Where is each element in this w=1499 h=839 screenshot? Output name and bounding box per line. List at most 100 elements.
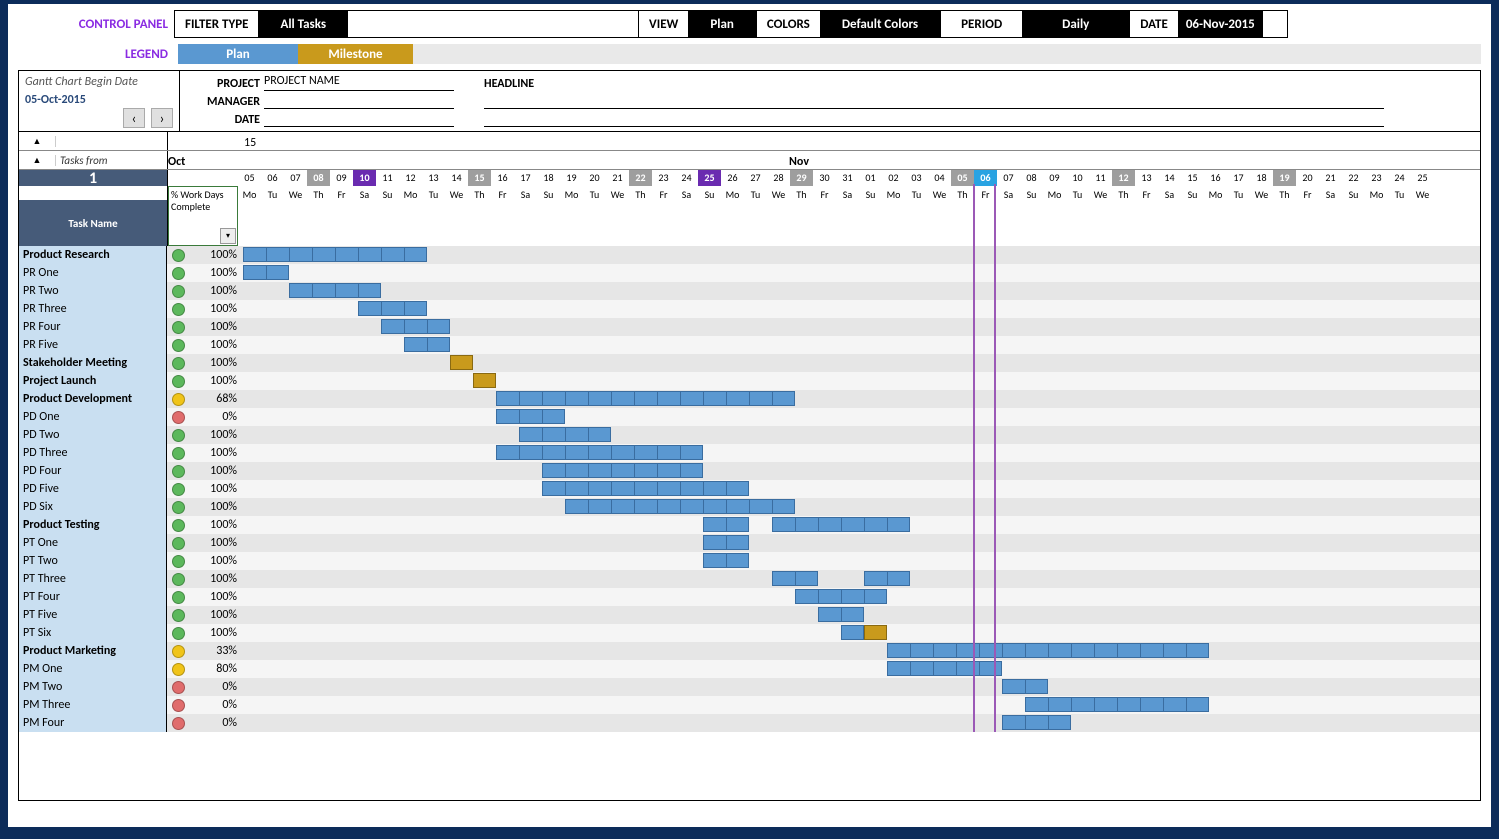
date-control[interactable]: DATE 06-Nov-2015: [1130, 10, 1287, 38]
date-header-cell: 11: [1089, 170, 1112, 186]
gantt-bar[interactable]: [496, 445, 703, 460]
task-name-cell[interactable]: Project Launch: [19, 372, 167, 390]
gantt-bar[interactable]: [243, 265, 289, 280]
colors-control[interactable]: COLORS Default Colors: [757, 10, 941, 38]
gantt-bar[interactable]: [243, 247, 427, 262]
metadate-value[interactable]: [264, 110, 454, 127]
headline-value-1[interactable]: [484, 92, 1384, 109]
dow-header-cell: Mo: [882, 186, 905, 216]
gantt-bar[interactable]: [795, 589, 887, 604]
gantt-bar[interactable]: [818, 607, 864, 622]
status-dot-icon: [172, 627, 185, 640]
dow-header-cell: Tu: [1227, 186, 1250, 216]
task-name-cell[interactable]: PT Four: [19, 588, 167, 606]
gantt-bar[interactable]: [772, 517, 910, 532]
gantt-bar[interactable]: [542, 463, 703, 478]
view-label: VIEW: [639, 11, 688, 37]
begin-date-label: Gantt Chart Begin Date: [25, 75, 173, 89]
gantt-bar[interactable]: [1025, 697, 1209, 712]
task-name-cell[interactable]: PR Four: [19, 318, 167, 336]
gantt-bar[interactable]: [887, 661, 1002, 676]
task-name-cell[interactable]: PD Six: [19, 498, 167, 516]
gantt-bar[interactable]: [864, 625, 887, 640]
gantt-bar[interactable]: [404, 337, 450, 352]
gantt-bar[interactable]: [887, 643, 1209, 658]
date-header-cell: 22: [1342, 170, 1365, 186]
gantt-bar[interactable]: [289, 283, 381, 298]
date-header-cell: 01: [859, 170, 882, 186]
task-name-cell[interactable]: PR One: [19, 264, 167, 282]
gantt-bar[interactable]: [358, 301, 427, 316]
view-control[interactable]: VIEW Plan: [639, 10, 757, 38]
gantt-bar[interactable]: [1002, 679, 1048, 694]
gantt-bar[interactable]: [703, 535, 749, 550]
filter-type-control[interactable]: FILTER TYPE All Tasks: [174, 10, 639, 38]
task-bar-area: [243, 246, 1480, 264]
gantt-bar[interactable]: [519, 427, 611, 442]
task-name-cell[interactable]: PT Six: [19, 624, 167, 642]
task-name-cell[interactable]: Product Research: [19, 246, 167, 264]
task-status-cell: [167, 696, 189, 714]
task-pct-cell: 100%: [189, 372, 243, 390]
task-name-cell[interactable]: PT Five: [19, 606, 167, 624]
manager-value[interactable]: [264, 92, 454, 109]
date-header-cell: 05: [238, 170, 261, 186]
collapse-up-button[interactable]: [19, 136, 56, 147]
task-pct-cell: 0%: [189, 678, 243, 696]
collapse-down-button[interactable]: [19, 155, 56, 166]
task-name-cell[interactable]: PR Five: [19, 336, 167, 354]
task-name-cell[interactable]: PR Two: [19, 282, 167, 300]
project-value[interactable]: PROJECT NAME: [264, 74, 454, 91]
gantt-bar[interactable]: [496, 409, 565, 424]
gantt-bar[interactable]: [565, 499, 795, 514]
pct-dropdown-icon[interactable]: ▾: [220, 228, 236, 244]
task-name-cell[interactable]: PM One: [19, 660, 167, 678]
task-name-cell[interactable]: PT One: [19, 534, 167, 552]
gantt-bar[interactable]: [542, 481, 749, 496]
period-control[interactable]: PERIOD Daily: [941, 10, 1130, 38]
task-name-cell[interactable]: PD Three: [19, 444, 167, 462]
task-name-cell[interactable]: PM Two: [19, 678, 167, 696]
task-pct-cell: 100%: [189, 300, 243, 318]
task-name-cell[interactable]: PR Three: [19, 300, 167, 318]
tasks-from-row: Tasks from OctNov: [19, 151, 1480, 170]
task-row: PR Two 100%: [19, 282, 1480, 300]
date-next-button[interactable]: ›: [151, 108, 173, 128]
task-row: Product Marketing 33%: [19, 642, 1480, 660]
task-row: PM Three 0%: [19, 696, 1480, 714]
task-name-cell[interactable]: PD Four: [19, 462, 167, 480]
status-dot-icon: [172, 645, 185, 658]
task-row: PT Five 100%: [19, 606, 1480, 624]
task-name-cell[interactable]: PM Four: [19, 714, 167, 732]
task-name-cell[interactable]: Product Development: [19, 390, 167, 408]
gantt-bar[interactable]: [864, 571, 910, 586]
gantt-bar[interactable]: [381, 319, 450, 334]
task-name-cell[interactable]: PD One: [19, 408, 167, 426]
task-name-cell[interactable]: PT Three: [19, 570, 167, 588]
meta-panel: Gantt Chart Begin Date 05-Oct-2015 ‹ › P…: [18, 70, 1481, 132]
task-name-cell[interactable]: Product Testing: [19, 516, 167, 534]
gantt-bar[interactable]: [703, 517, 749, 532]
dow-header-cell: We: [606, 186, 629, 216]
task-status-cell: [167, 714, 189, 732]
gantt-bar[interactable]: [772, 571, 818, 586]
task-name-cell[interactable]: PM Three: [19, 696, 167, 714]
date-prev-button[interactable]: ‹: [123, 108, 145, 128]
gantt-bar[interactable]: [473, 373, 496, 388]
view-value: Plan: [688, 11, 756, 37]
date-header-cell: 04: [928, 170, 951, 186]
task-name-cell[interactable]: PD Two: [19, 426, 167, 444]
gantt-bar[interactable]: [496, 391, 795, 406]
gantt-bar[interactable]: [450, 355, 473, 370]
gantt-bar[interactable]: [1002, 715, 1071, 730]
headline-value-2[interactable]: [484, 110, 1384, 127]
status-dot-icon: [172, 555, 185, 568]
gantt-bar[interactable]: [703, 553, 749, 568]
gantt-bar[interactable]: [841, 625, 864, 640]
task-name-cell[interactable]: PD Five: [19, 480, 167, 498]
control-panel: CONTROL PANEL FILTER TYPE All Tasks VIEW…: [58, 10, 1481, 38]
task-name-cell[interactable]: PT Two: [19, 552, 167, 570]
date-header-cell: 14: [1158, 170, 1181, 186]
task-name-cell[interactable]: Product Marketing: [19, 642, 167, 660]
task-name-cell[interactable]: Stakeholder Meeting: [19, 354, 167, 372]
